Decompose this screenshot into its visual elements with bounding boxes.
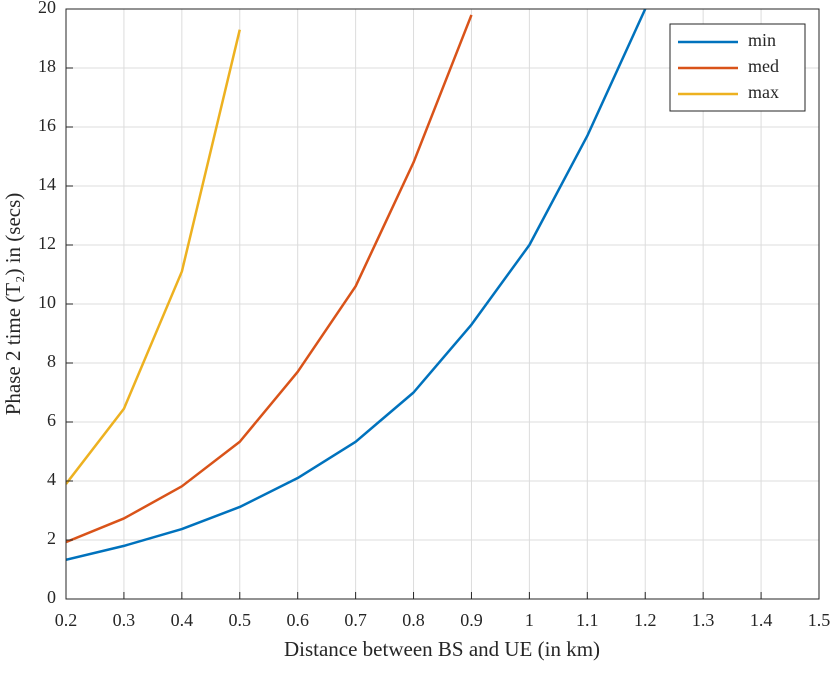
data-line bbox=[66, 9, 647, 561]
y-tick-label: 18 bbox=[38, 56, 56, 76]
legend-label: max bbox=[748, 82, 779, 102]
legend-label: min bbox=[748, 30, 776, 50]
y-tick-label: 0 bbox=[47, 587, 56, 607]
y-tick-label: 8 bbox=[47, 351, 56, 371]
x-axis-label: Distance between BS and UE (in km) bbox=[284, 637, 600, 661]
legend-label: med bbox=[748, 56, 779, 76]
x-tick-label: 0.8 bbox=[402, 610, 425, 630]
x-tick-label: 0.9 bbox=[460, 610, 483, 630]
y-tick-label: 6 bbox=[47, 410, 56, 430]
x-tick-label: 1.1 bbox=[576, 610, 599, 630]
x-tick-label: 1.2 bbox=[634, 610, 657, 630]
y-tick-label: 12 bbox=[38, 233, 56, 253]
y-tick-label: 4 bbox=[47, 469, 56, 489]
x-tick-label: 0.3 bbox=[113, 610, 136, 630]
x-tick-label: 1 bbox=[525, 610, 534, 630]
y-axis-label: Phase 2 time (T₂) in (secs) bbox=[1, 193, 25, 416]
y-tick-label: 20 bbox=[38, 0, 56, 17]
y-tick-label: 14 bbox=[38, 174, 56, 194]
x-tick-label: 0.4 bbox=[171, 610, 194, 630]
y-tick-label: 10 bbox=[38, 292, 56, 312]
data-line bbox=[66, 29, 241, 485]
x-tick-label: 1.4 bbox=[750, 610, 773, 630]
x-tick-label: 0.7 bbox=[344, 610, 367, 630]
x-tick-label: 1.3 bbox=[692, 610, 715, 630]
y-tick-label: 2 bbox=[47, 528, 56, 548]
x-tick-label: 0.5 bbox=[229, 610, 252, 630]
x-tick-label: 1.5 bbox=[808, 610, 830, 630]
x-tick-label: 0.6 bbox=[286, 610, 309, 630]
data-line bbox=[66, 14, 473, 544]
y-tick-label: 16 bbox=[38, 115, 56, 135]
x-tick-label: 0.2 bbox=[55, 610, 78, 630]
